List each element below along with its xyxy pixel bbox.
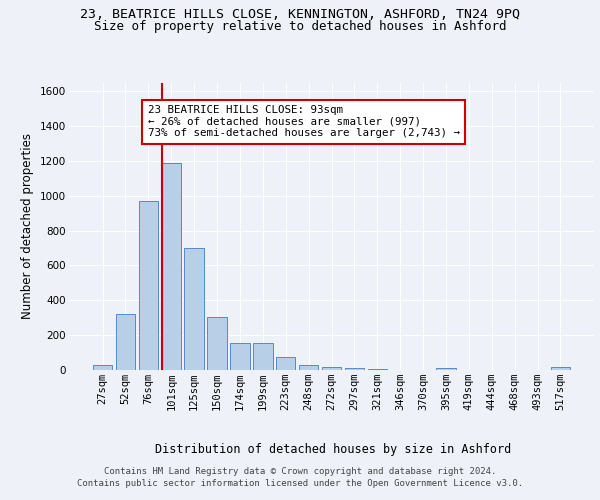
Bar xyxy=(299,365,319,370)
Bar xyxy=(344,368,364,370)
Bar xyxy=(276,357,295,370)
Text: Contains public sector information licensed under the Open Government Licence v3: Contains public sector information licen… xyxy=(77,478,523,488)
Bar xyxy=(551,366,570,370)
Text: Distribution of detached houses by size in Ashford: Distribution of detached houses by size … xyxy=(155,442,511,456)
Bar xyxy=(322,368,341,370)
Bar xyxy=(230,343,250,370)
Text: Size of property relative to detached houses in Ashford: Size of property relative to detached ho… xyxy=(94,20,506,33)
Text: 23, BEATRICE HILLS CLOSE, KENNINGTON, ASHFORD, TN24 9PQ: 23, BEATRICE HILLS CLOSE, KENNINGTON, AS… xyxy=(80,8,520,20)
Text: 23 BEATRICE HILLS CLOSE: 93sqm
← 26% of detached houses are smaller (997)
73% of: 23 BEATRICE HILLS CLOSE: 93sqm ← 26% of … xyxy=(148,105,460,138)
Bar xyxy=(208,317,227,370)
Bar xyxy=(116,314,135,370)
Text: Contains HM Land Registry data © Crown copyright and database right 2024.: Contains HM Land Registry data © Crown c… xyxy=(104,467,496,476)
Bar xyxy=(139,201,158,370)
Y-axis label: Number of detached properties: Number of detached properties xyxy=(22,133,34,320)
Bar xyxy=(93,365,112,370)
Bar xyxy=(253,343,272,370)
Bar xyxy=(184,248,204,370)
Bar xyxy=(161,162,181,370)
Bar xyxy=(368,369,387,370)
Bar xyxy=(436,368,455,370)
